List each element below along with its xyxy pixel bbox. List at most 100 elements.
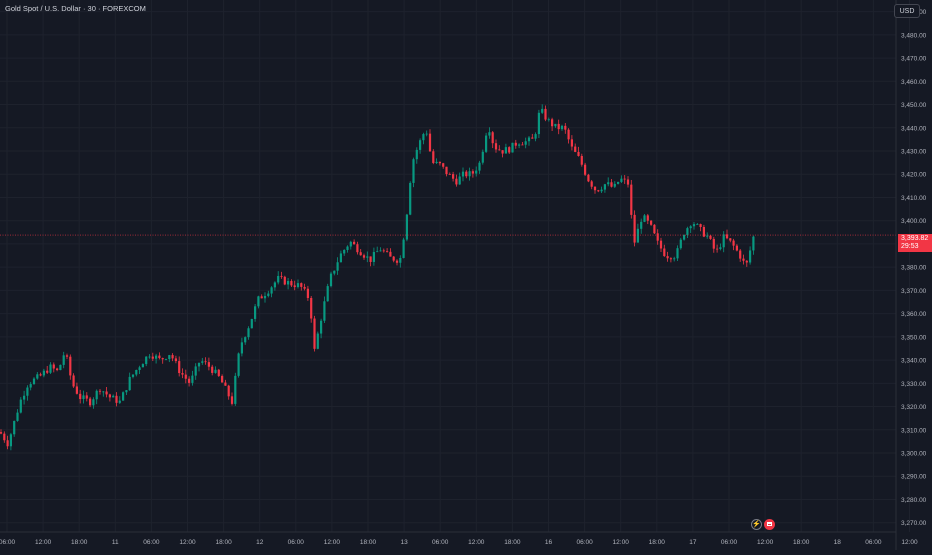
- candle-body: [412, 159, 415, 183]
- candle-body: [224, 382, 227, 386]
- symbol-title[interactable]: Gold Spot / U.S. Dollar · 30 · FOREXCOM: [5, 4, 146, 13]
- candle-body: [155, 355, 158, 359]
- candle-body: [521, 144, 524, 146]
- candle-body: [395, 260, 399, 263]
- candle-body: [158, 355, 161, 359]
- candle-body: [62, 355, 65, 365]
- candle-body: [316, 333, 319, 349]
- candle-body: [452, 174, 455, 179]
- candle-body: [511, 142, 514, 153]
- candle-body: [95, 390, 98, 400]
- candle-body: [696, 224, 699, 225]
- candle-body: [749, 250, 752, 263]
- time-axis[interactable]: 06:00 12:00 18:00 11 06:00 12:00 18:00 12 06:00 1…: [0, 531, 918, 546]
- candle-body: [742, 258, 745, 261]
- y-tick-label: 3,480.00: [901, 32, 927, 39]
- candle-body: [478, 162, 481, 171]
- candle-body: [551, 119, 554, 127]
- candle-body: [577, 151, 580, 156]
- y-tick-label: 3,420.00: [901, 172, 927, 179]
- candle-body: [643, 215, 646, 222]
- candle-body: [422, 134, 425, 141]
- candle-body: [72, 375, 75, 387]
- candle-body: [0, 432, 3, 434]
- candle-body: [689, 226, 692, 229]
- y-tick-label: 3,440.00: [901, 125, 927, 132]
- candle-body: [669, 258, 672, 260]
- y-tick-label: 3,290.00: [901, 474, 927, 481]
- y-tick-label: 3,340.00: [901, 358, 927, 365]
- candle-body: [564, 125, 567, 130]
- candle-body: [739, 250, 742, 259]
- last-price-badge: 3,393.82 29:53: [898, 234, 932, 252]
- candle-body: [432, 151, 435, 164]
- candle-body: [227, 385, 230, 397]
- candle-body: [659, 240, 663, 249]
- candle-body: [544, 108, 547, 120]
- candle-body: [409, 182, 412, 215]
- currency-button[interactable]: USD: [894, 4, 920, 18]
- candle-body: [438, 161, 441, 164]
- candle-body: [514, 142, 517, 146]
- candle-body: [75, 386, 78, 394]
- y-tick-label: 3,300.00: [901, 451, 927, 458]
- candle-body: [455, 178, 458, 185]
- lightning-icon[interactable]: ⚡: [751, 519, 762, 530]
- candle-body: [29, 384, 32, 388]
- candle-body: [254, 306, 257, 319]
- candle-body: [481, 151, 484, 163]
- candle-body: [115, 395, 118, 403]
- candle-body: [679, 239, 682, 249]
- candle-body: [339, 253, 342, 263]
- y-tick-label: 3,320.00: [901, 404, 927, 411]
- calendar-icon[interactable]: [764, 519, 775, 530]
- candle-body: [399, 257, 402, 263]
- candle-body: [547, 119, 550, 121]
- candle-body: [211, 366, 214, 373]
- candle-body: [415, 149, 418, 160]
- candle-body: [122, 392, 125, 401]
- candle-body: [112, 395, 115, 398]
- x-tick-label: 18:00: [215, 539, 232, 546]
- candle-body: [425, 133, 428, 135]
- candle-body: [613, 183, 616, 187]
- candle-body: [313, 318, 316, 349]
- candle-body: [32, 378, 36, 385]
- candle-body: [646, 215, 649, 221]
- x-tick-label: 18:00: [71, 539, 88, 546]
- y-tick-label: 3,470.00: [901, 56, 927, 63]
- candle-body: [560, 125, 564, 130]
- candle-body: [105, 391, 108, 395]
- candle-body: [485, 135, 488, 152]
- candle-body: [141, 364, 144, 368]
- candle-body: [6, 440, 9, 447]
- candle-body: [692, 224, 696, 227]
- candle-body: [369, 256, 372, 262]
- candle-body: [128, 376, 131, 391]
- candle-body: [745, 260, 748, 263]
- candle-body: [709, 235, 712, 239]
- candle-body: [108, 394, 111, 398]
- candle-body: [603, 184, 606, 190]
- candle-body: [419, 140, 422, 150]
- price-axis[interactable]: 3,270.00 3,280.00 3,290.00 3,300.00 3,310.00…: [895, 0, 927, 550]
- x-tick-label: 18: [834, 539, 842, 546]
- candle-body: [270, 287, 273, 294]
- candles: [0, 104, 755, 451]
- candle-body: [353, 241, 356, 245]
- candle-body: [300, 283, 303, 287]
- candle-body: [458, 176, 461, 185]
- candle-body: [673, 258, 676, 260]
- candle-body: [125, 390, 128, 393]
- y-tick-label: 3,450.00: [901, 102, 927, 109]
- candle-body: [283, 276, 286, 285]
- candle-body: [386, 251, 389, 252]
- x-tick-label: 16: [545, 539, 553, 546]
- candle-body: [230, 396, 234, 404]
- candle-body: [65, 355, 69, 357]
- candle-body: [382, 250, 385, 252]
- candle-body: [260, 296, 263, 299]
- x-tick-label: 06:00: [721, 539, 738, 546]
